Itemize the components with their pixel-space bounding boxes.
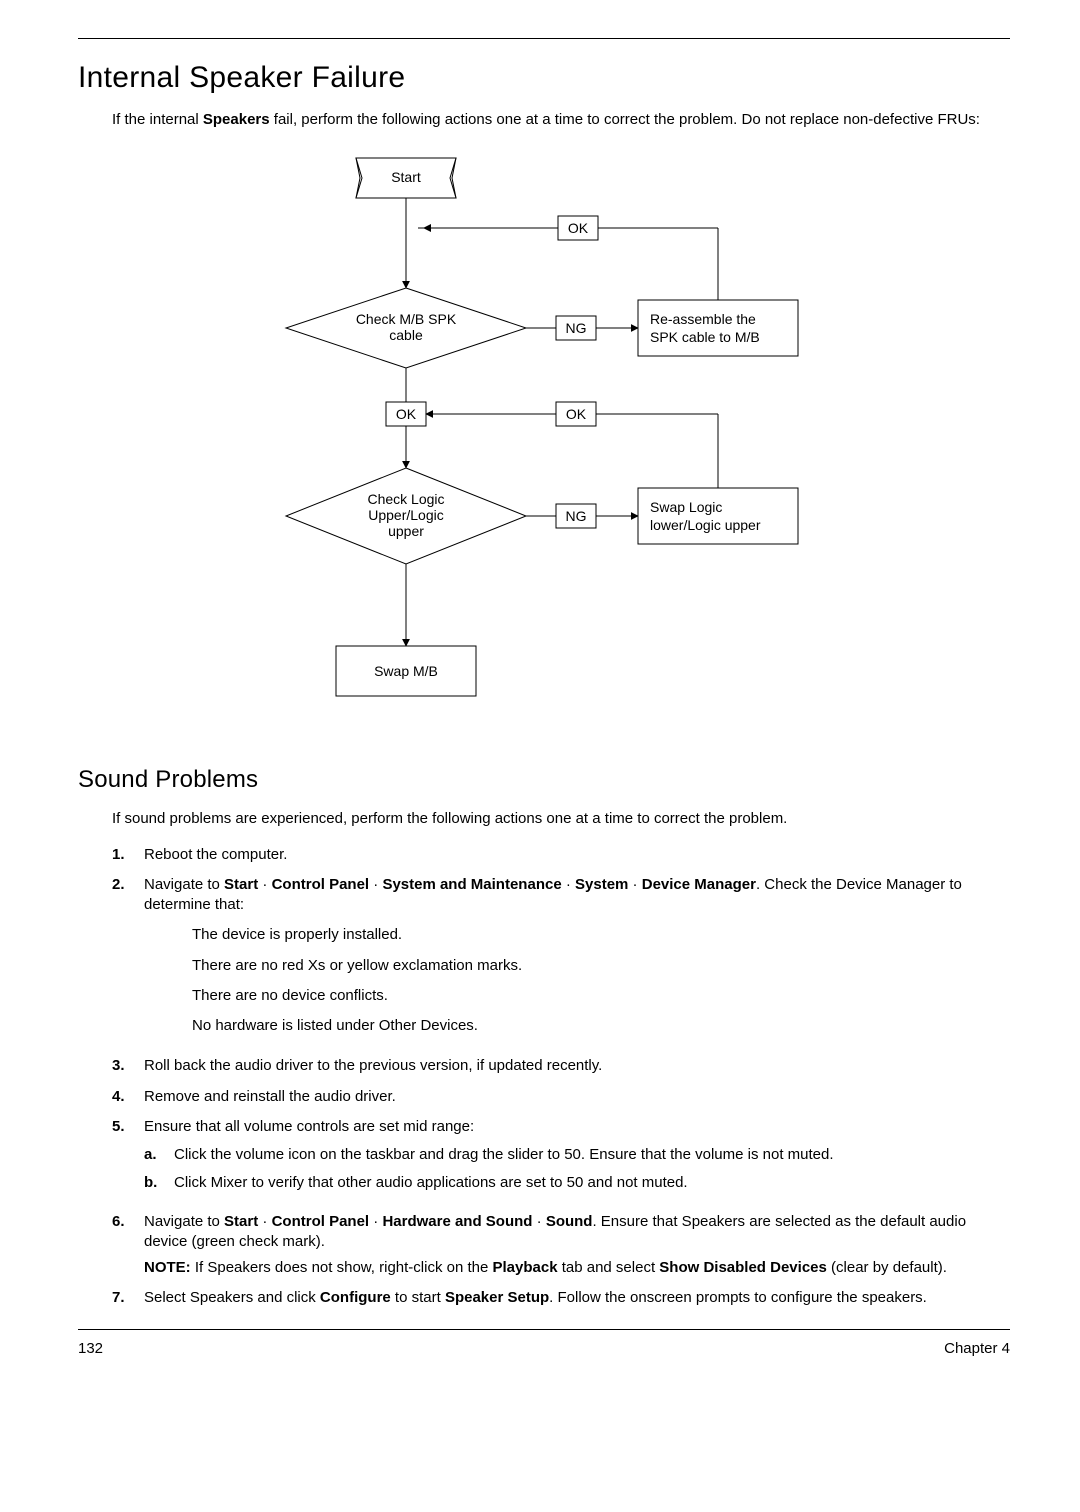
- step-5a: a.Click the volume icon on the taskbar a…: [144, 1145, 1010, 1165]
- t: (clear by default).: [827, 1259, 947, 1276]
- page-footer: 132 Chapter 4: [78, 1340, 1010, 1357]
- heading-sound-problems: Sound Problems: [78, 766, 1010, 794]
- t: ·: [369, 876, 382, 893]
- alpha-marker: a.: [144, 1145, 174, 1165]
- t: Navigate to: [144, 1213, 224, 1230]
- label-swap-logic-l1: Swap Logic: [650, 499, 722, 515]
- node-start-label: Start: [391, 169, 421, 185]
- label-swap-mb: Swap M/B: [374, 663, 438, 679]
- t: to start: [391, 1289, 445, 1306]
- label-check-spk-l2: cable: [389, 327, 423, 343]
- t: ·: [369, 1213, 382, 1230]
- b: System and Maintenance: [382, 876, 561, 893]
- step-5: 5. Ensure that all volume controls are s…: [112, 1117, 1010, 1202]
- t: If Speakers does not show, right-click o…: [195, 1259, 493, 1276]
- b: Speaker Setup: [445, 1289, 549, 1306]
- label-ng-2: NG: [566, 508, 587, 524]
- label-reassemble-l1: Re-assemble the: [650, 311, 756, 327]
- t: Click the volume icon on the taskbar and…: [174, 1145, 834, 1165]
- step-6: 6. Navigate to Start · Control Panel · H…: [112, 1212, 1010, 1279]
- page-container: Internal Speaker Failure If the internal…: [0, 0, 1080, 1387]
- heading-internal-speaker: Internal Speaker Failure: [78, 61, 1010, 95]
- step-marker: 3.: [112, 1056, 144, 1076]
- b: Show Disabled Devices: [659, 1259, 827, 1276]
- b: Control Panel: [272, 876, 370, 893]
- step-5b: b.Click Mixer to verify that other audio…: [144, 1173, 1010, 1193]
- sub-item: No hardware is listed under Other Device…: [192, 1016, 1010, 1036]
- sub-item: The device is properly installed.: [192, 925, 1010, 945]
- label-reassemble-l2: SPK cable to M/B: [650, 329, 760, 345]
- b: NOTE:: [144, 1259, 195, 1276]
- bottom-rule: [78, 1329, 1010, 1330]
- label-check-logic-l2: Upper/Logic: [368, 507, 444, 523]
- step-4: 4. Remove and reinstall the audio driver…: [112, 1087, 1010, 1107]
- b: Control Panel: [272, 1213, 370, 1230]
- step-marker: 6.: [112, 1212, 144, 1279]
- b: Device Manager: [642, 876, 756, 893]
- node-swap-logic: [638, 488, 798, 544]
- label-check-logic-l3: upper: [388, 523, 424, 539]
- t: tab and select: [558, 1259, 660, 1276]
- t: ·: [532, 1213, 545, 1230]
- step-2-sublist: The device is properly installed. There …: [192, 925, 1010, 1036]
- step-3: 3. Roll back the audio driver to the pre…: [112, 1056, 1010, 1076]
- step-6-note: NOTE: If Speakers does not show, right-c…: [144, 1258, 1010, 1278]
- label-ok-top: OK: [568, 220, 589, 236]
- step-4-text: Remove and reinstall the audio driver.: [144, 1087, 1010, 1107]
- b: Playback: [493, 1259, 558, 1276]
- intro-paragraph-1: If the internal Speakers fail, perform t…: [112, 110, 1010, 130]
- t: ·: [258, 1213, 271, 1230]
- intro1-text-c: fail, perform the following actions one …: [270, 111, 980, 128]
- step-3-text: Roll back the audio driver to the previo…: [144, 1056, 1010, 1076]
- alpha-marker: b.: [144, 1173, 174, 1193]
- page-number: 132: [78, 1340, 103, 1357]
- b: Sound: [546, 1213, 593, 1230]
- intro1-bold: Speakers: [203, 111, 270, 128]
- label-ng-1: NG: [566, 320, 587, 336]
- sub-item: There are no red Xs or yellow exclamatio…: [192, 956, 1010, 976]
- step-5-content: Ensure that all volume controls are set …: [144, 1117, 1010, 1202]
- chapter-label: Chapter 4: [944, 1340, 1010, 1357]
- step-1: 1. Reboot the computer.: [112, 845, 1010, 865]
- step-5-alpha: a.Click the volume icon on the taskbar a…: [144, 1145, 1010, 1194]
- b: Start: [224, 1213, 258, 1230]
- step-1-text: Reboot the computer.: [144, 845, 1010, 865]
- label-check-spk-l1: Check M/B SPK: [356, 311, 457, 327]
- step-7-content: Select Speakers and click Configure to s…: [144, 1288, 1010, 1308]
- intro-paragraph-2: If sound problems are experienced, perfo…: [112, 809, 1010, 829]
- label-ok-mid-left: OK: [396, 406, 417, 422]
- t: . Follow the onscreen prompts to configu…: [549, 1289, 927, 1306]
- node-reassemble: [638, 300, 798, 356]
- label-ok-mid-right: OK: [566, 406, 587, 422]
- sound-steps-list: 1. Reboot the computer. 2. Navigate to S…: [112, 845, 1010, 1309]
- step-2-content: Navigate to Start · Control Panel · Syst…: [144, 875, 1010, 1047]
- step-marker: 2.: [112, 875, 144, 1047]
- t: ·: [258, 876, 271, 893]
- step-2: 2. Navigate to Start · Control Panel · S…: [112, 875, 1010, 1047]
- flowchart-svg: Start OK Check M/B SPK cable NG Re-assem…: [278, 148, 818, 738]
- step-marker: 7.: [112, 1288, 144, 1308]
- arrowhead-ok-feedback: [423, 224, 431, 232]
- b: Hardware and Sound: [382, 1213, 532, 1230]
- b: Configure: [320, 1289, 391, 1306]
- step-5-text: Ensure that all volume controls are set …: [144, 1118, 474, 1135]
- label-check-logic-l1: Check Logic: [367, 491, 444, 507]
- b: Start: [224, 876, 258, 893]
- step-marker: 4.: [112, 1087, 144, 1107]
- t: ·: [628, 876, 641, 893]
- t: Navigate to: [144, 876, 224, 893]
- t: ·: [562, 876, 575, 893]
- sub-item: There are no device conflicts.: [192, 986, 1010, 1006]
- t: Select Speakers and click: [144, 1289, 320, 1306]
- b: System: [575, 876, 628, 893]
- top-rule: [78, 38, 1010, 39]
- t: Click Mixer to verify that other audio a…: [174, 1173, 688, 1193]
- step-6-content: Navigate to Start · Control Panel · Hard…: [144, 1212, 1010, 1279]
- step-7: 7. Select Speakers and click Configure t…: [112, 1288, 1010, 1308]
- intro1-text-a: If the internal: [112, 111, 203, 128]
- label-swap-logic-l2: lower/Logic upper: [650, 517, 761, 533]
- step-marker: 5.: [112, 1117, 144, 1202]
- flowchart-container: Start OK Check M/B SPK cable NG Re-assem…: [78, 148, 1010, 738]
- step-marker: 1.: [112, 845, 144, 865]
